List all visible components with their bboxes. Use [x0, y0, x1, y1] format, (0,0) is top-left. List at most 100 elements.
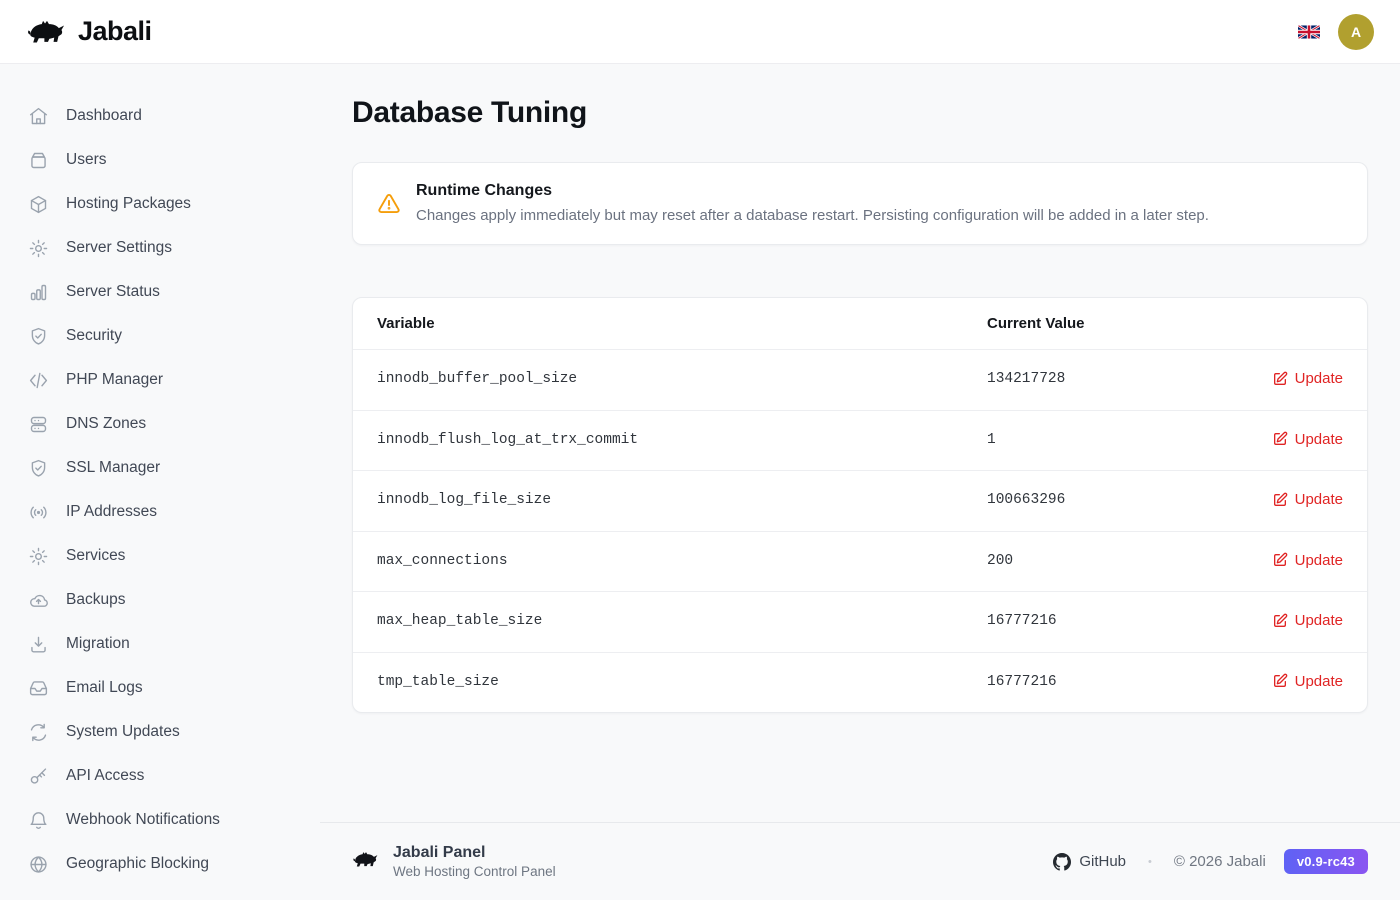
sidebar-item[interactable]: Migration — [0, 622, 320, 666]
github-link[interactable]: GitHub — [1053, 852, 1126, 871]
table-body: innodb_buffer_pool_size 134217728 Update — [353, 349, 1367, 712]
sidebar-item[interactable]: Services — [0, 534, 320, 578]
column-header-variable: Variable — [377, 315, 435, 332]
table-row: max_connections 200 Update — [353, 530, 1367, 592]
sidebar-item-label: IP Addresses — [66, 503, 158, 520]
current-value-cell: 200 — [987, 552, 1014, 569]
column-header-current-value: Current Value — [987, 315, 1085, 332]
footer-copyright: © 2026 Jabali — [1173, 853, 1266, 870]
update-button[interactable]: Update — [1272, 368, 1343, 389]
sidebar-item[interactable]: DNS Zones — [0, 402, 320, 446]
version-badge: v0.9-rc43 — [1283, 849, 1368, 874]
sidebar-item-label: Users — [66, 151, 107, 168]
footer-tagline: Web Hosting Control Panel — [393, 864, 556, 879]
sidebar-item[interactable]: SSL Manager — [0, 446, 320, 490]
bar-chart-icon — [28, 282, 49, 303]
broadcast-icon — [28, 502, 49, 523]
footer-brand: Jabali Panel — [393, 844, 486, 861]
sidebar-item[interactable]: Hosting Packages — [0, 182, 320, 226]
variable-name-cell: innodb_flush_log_at_trx_commit — [377, 431, 639, 448]
sidebar-item[interactable]: Server Status — [0, 270, 320, 314]
github-icon — [1053, 852, 1072, 871]
sidebar-item-label: Email Logs — [66, 679, 143, 696]
sidebar-item[interactable]: IP Addresses — [0, 490, 320, 534]
current-value-cell: 100663296 — [987, 492, 1066, 509]
main-content: Database Tuning Runtime Changes Changes … — [320, 64, 1400, 900]
sidebar-item-label: Security — [66, 327, 122, 344]
sidebar-item-label: Geographic Blocking — [66, 855, 210, 872]
current-value-cell: 1 — [987, 431, 996, 448]
package-icon — [28, 194, 49, 215]
current-value-cell: 134217728 — [987, 371, 1066, 388]
gear-icon — [28, 238, 49, 259]
sidebar-item-label: Hosting Packages — [66, 195, 191, 212]
inbox-icon — [28, 678, 49, 699]
table-row: tmp_table_size 16777216 Update — [353, 651, 1367, 713]
sidebar-item-label: DNS Zones — [66, 415, 147, 432]
drawer-icon — [28, 150, 49, 171]
sidebar-item[interactable]: Backups — [0, 578, 320, 622]
update-button[interactable]: Update — [1272, 550, 1343, 571]
edit-pencil-icon — [1273, 371, 1287, 385]
sidebar-item-label: Dashboard — [66, 107, 142, 124]
edit-pencil-icon — [1273, 492, 1287, 506]
home-icon — [28, 106, 49, 127]
sidebar-item[interactable]: Users — [0, 138, 320, 182]
sidebar-item-label: Services — [66, 547, 126, 564]
update-button[interactable]: Update — [1272, 610, 1343, 631]
brand-logo[interactable]: Jabali — [26, 16, 152, 48]
bell-icon — [28, 810, 49, 831]
sidebar-nav: Dashboard Users Hosting Packages Server … — [0, 64, 320, 900]
sidebar-item[interactable]: System Updates — [0, 710, 320, 754]
variable-name-cell: max_heap_table_size — [377, 613, 543, 630]
update-button[interactable]: Update — [1272, 429, 1343, 450]
key-icon — [28, 766, 49, 787]
variable-name-cell: innodb_log_file_size — [377, 492, 552, 509]
edit-pencil-icon — [1273, 552, 1287, 566]
table-row: innodb_buffer_pool_size 134217728 Update — [353, 349, 1367, 410]
sidebar-item[interactable]: Email Logs — [0, 666, 320, 710]
edit-pencil-icon — [1273, 613, 1287, 627]
shield-check-icon — [28, 326, 49, 347]
boar-footer-logo-icon — [352, 849, 380, 875]
download-icon — [28, 634, 49, 655]
uk-flag-language-icon[interactable] — [1298, 24, 1320, 40]
sidebar-item-label: Server Settings — [66, 239, 172, 256]
footer-separator-dot: • — [1148, 855, 1152, 868]
update-button[interactable]: Update — [1272, 489, 1343, 510]
sidebar-item-label: Backups — [66, 591, 126, 608]
sidebar-item[interactable]: Security — [0, 314, 320, 358]
sidebar-item-label: PHP Manager — [66, 371, 164, 388]
shield-check-icon — [28, 458, 49, 479]
sidebar-item[interactable]: Geographic Blocking — [0, 842, 320, 886]
page-title: Database Tuning — [352, 96, 587, 129]
variable-name-cell: max_connections — [377, 552, 508, 569]
sidebar-item-label: Webhook Notifications — [66, 811, 220, 828]
page-footer: Jabali Panel Web Hosting Control Panel G… — [320, 822, 1400, 900]
runtime-changes-notice: Runtime Changes Changes apply immediatel… — [352, 162, 1368, 245]
current-value-cell: 16777216 — [987, 673, 1057, 690]
sidebar-item[interactable]: API Access — [0, 754, 320, 798]
brand-name: Jabali — [78, 16, 152, 46]
sidebar-item-label: Server Status — [66, 283, 160, 300]
notice-title: Runtime Changes — [416, 182, 553, 199]
table-header-row: Variable Current Value — [353, 298, 1367, 349]
boar-logo-icon — [26, 16, 68, 48]
table-row: innodb_flush_log_at_trx_commit 1 Update — [353, 409, 1367, 471]
sidebar-item-label: SSL Manager — [66, 459, 161, 476]
gear-icon — [28, 546, 49, 567]
current-value-cell: 16777216 — [987, 613, 1057, 630]
cloud-upload-icon — [28, 590, 49, 611]
sidebar-item[interactable]: Server Settings — [0, 226, 320, 270]
user-avatar[interactable]: A — [1338, 13, 1374, 50]
refresh-icon — [28, 722, 49, 743]
sidebar-item[interactable]: PHP Manager — [0, 358, 320, 402]
variable-name-cell: innodb_buffer_pool_size — [377, 371, 578, 388]
sidebar-item-label: API Access — [66, 767, 145, 784]
server-stack-icon — [28, 414, 49, 435]
sidebar-item[interactable]: Webhook Notifications — [0, 798, 320, 842]
update-button[interactable]: Update — [1272, 671, 1343, 692]
sidebar-item[interactable]: Dashboard — [0, 94, 320, 138]
table-row: max_heap_table_size 16777216 Update — [353, 591, 1367, 652]
edit-pencil-icon — [1273, 673, 1287, 687]
